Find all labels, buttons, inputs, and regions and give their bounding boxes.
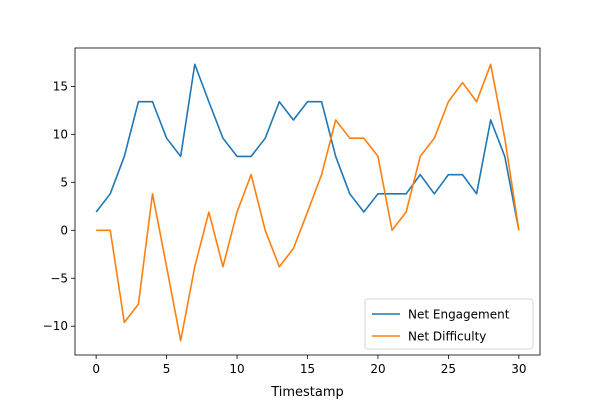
legend: Net Engagement Net Difficulty — [364, 298, 534, 350]
series-line-2 — [96, 63, 520, 342]
legend-box — [364, 298, 534, 350]
y-tick-label: 10 — [53, 127, 68, 141]
y-tick-label: 15 — [53, 79, 68, 93]
y-tick-label: 5 — [60, 175, 68, 189]
x-tick-label: 0 — [92, 362, 100, 376]
legend-label: Net Engagement — [408, 308, 510, 322]
x-axis-label: Timestamp — [270, 385, 344, 400]
y-tick-label: 0 — [60, 223, 68, 237]
series-line-1 — [95, 63, 520, 231]
x-axis: 0 5 10 15 20 25 30 — [92, 355, 527, 376]
x-tick-label: 25 — [441, 362, 456, 376]
y-tick-label: −10 — [43, 319, 68, 333]
y-tick-label: −5 — [50, 271, 68, 285]
x-tick-label: 5 — [163, 362, 171, 376]
x-tick-label: 20 — [370, 362, 385, 376]
x-tick-label: 15 — [300, 362, 315, 376]
x-tick-label: 10 — [229, 362, 244, 376]
series-layer — [95, 63, 520, 342]
x-tick-label: 30 — [511, 362, 526, 376]
y-axis: −10 −5 0 5 10 15 — [43, 79, 75, 333]
legend-label: Net Difficulty — [408, 330, 486, 344]
